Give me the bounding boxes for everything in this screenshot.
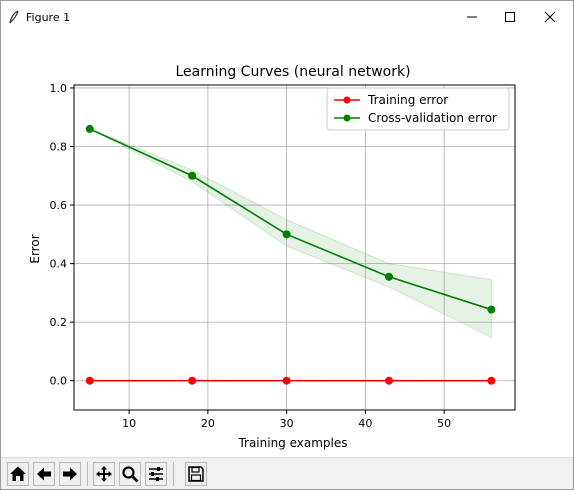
training-error-point bbox=[188, 376, 197, 385]
home-button[interactable] bbox=[7, 462, 29, 486]
validation-error-point bbox=[282, 230, 291, 239]
training-error-point bbox=[282, 376, 291, 385]
x-tick-label: 40 bbox=[358, 417, 372, 430]
pan-button[interactable] bbox=[93, 462, 115, 486]
y-tick-label: 1.0 bbox=[50, 82, 68, 95]
figure-canvas[interactable]: 10 20 30 40 50 0.0 0.2 0.4 0.6 0.8 1.0 Learning Cu… bbox=[1, 32, 573, 456]
training-error-point bbox=[85, 376, 94, 385]
minimize-button[interactable] bbox=[453, 1, 491, 32]
magnifier-icon bbox=[122, 466, 139, 483]
y-tick-label: 0.6 bbox=[50, 199, 68, 212]
validation-std-band bbox=[89, 128, 492, 339]
close-icon bbox=[544, 11, 556, 22]
home-icon bbox=[10, 466, 26, 481]
learning-curve-chart[interactable]: 10 20 30 40 50 0.0 0.2 0.4 0.6 0.8 1.0 Learning Cu… bbox=[1, 32, 573, 456]
x-axis-label: Training examples bbox=[237, 436, 347, 450]
save-button[interactable] bbox=[185, 462, 207, 486]
legend-label-training: Training error bbox=[367, 93, 448, 107]
zoom-button[interactable] bbox=[119, 462, 141, 486]
y-axis-label: Error bbox=[28, 234, 42, 263]
navigation-toolbar bbox=[1, 457, 573, 489]
validation-error-point bbox=[487, 305, 496, 314]
maximize-button[interactable] bbox=[491, 1, 529, 32]
x-tick-label: 20 bbox=[201, 417, 215, 430]
training-error-point bbox=[487, 376, 496, 385]
legend-label-validation: Cross-validation error bbox=[368, 111, 497, 125]
move-icon bbox=[96, 466, 112, 482]
forward-button[interactable] bbox=[59, 462, 81, 486]
close-button[interactable] bbox=[531, 1, 569, 32]
y-tick-label: 0.2 bbox=[50, 316, 68, 329]
legend-marker-training bbox=[343, 96, 351, 104]
minimize-icon bbox=[467, 16, 477, 17]
y-tick-label: 0.8 bbox=[50, 140, 68, 153]
x-tick-label: 50 bbox=[437, 417, 451, 430]
arrow-left-icon bbox=[37, 467, 51, 481]
legend-marker-validation bbox=[343, 114, 351, 122]
floppy-icon bbox=[188, 466, 204, 482]
y-tick-label: 0.0 bbox=[50, 375, 68, 388]
chart-title: Learning Curves (neural network) bbox=[175, 64, 410, 80]
legend: Training error Cross-validation error bbox=[326, 87, 510, 131]
x-tick-label: 10 bbox=[122, 417, 136, 430]
axes-frame bbox=[73, 84, 516, 411]
toolbar-separator bbox=[173, 462, 174, 486]
title-bar[interactable]: Figure 1 bbox=[1, 1, 573, 32]
back-button[interactable] bbox=[33, 462, 55, 486]
x-tick-label: 30 bbox=[280, 417, 294, 430]
maximize-icon bbox=[505, 11, 515, 22]
training-error-point bbox=[385, 376, 393, 385]
configure-subplots-button[interactable] bbox=[145, 462, 167, 486]
window-title: Figure 1 bbox=[26, 11, 71, 24]
validation-error-point bbox=[188, 171, 197, 180]
toolbar-separator bbox=[87, 462, 88, 486]
feather-icon bbox=[9, 10, 19, 24]
validation-error-point bbox=[385, 272, 393, 281]
validation-error-point bbox=[85, 124, 94, 133]
sliders-icon bbox=[149, 467, 163, 481]
arrow-right-icon bbox=[63, 467, 77, 481]
y-tick-label: 0.4 bbox=[50, 258, 68, 271]
